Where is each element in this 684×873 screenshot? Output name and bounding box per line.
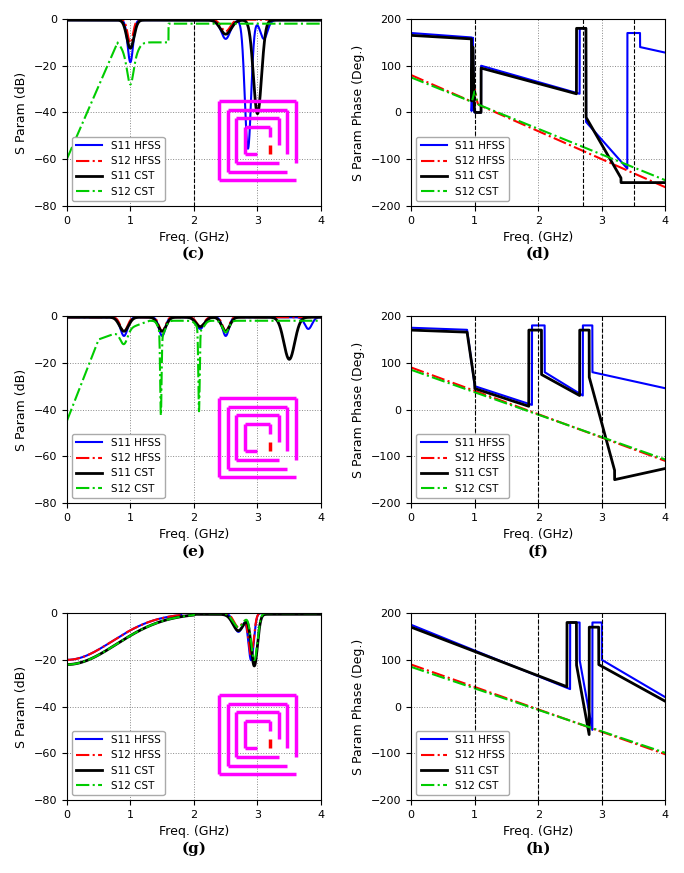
Legend: S11 HFSS, S12 HFSS, S11 CST, S12 CST: S11 HFSS, S12 HFSS, S11 CST, S12 CST	[417, 137, 509, 201]
X-axis label: Freq. (GHz): Freq. (GHz)	[503, 528, 573, 541]
Legend: S11 HFSS, S12 HFSS, S11 CST, S12 CST: S11 HFSS, S12 HFSS, S11 CST, S12 CST	[72, 434, 165, 498]
X-axis label: Freq. (GHz): Freq. (GHz)	[159, 825, 229, 838]
Legend: S11 HFSS, S12 HFSS, S11 CST, S12 CST: S11 HFSS, S12 HFSS, S11 CST, S12 CST	[72, 137, 165, 201]
Y-axis label: S Param (dB): S Param (dB)	[15, 665, 28, 747]
Y-axis label: S Param Phase (Deg.): S Param Phase (Deg.)	[352, 638, 365, 774]
Y-axis label: S Param Phase (Deg.): S Param Phase (Deg.)	[352, 341, 365, 478]
Legend: S11 HFSS, S12 HFSS, S11 CST, S12 CST: S11 HFSS, S12 HFSS, S11 CST, S12 CST	[417, 434, 509, 498]
Text: (e): (e)	[182, 544, 206, 558]
X-axis label: Freq. (GHz): Freq. (GHz)	[159, 528, 229, 541]
Text: (d): (d)	[526, 247, 551, 261]
Text: (c): (c)	[182, 247, 206, 261]
Legend: S11 HFSS, S12 HFSS, S11 CST, S12 CST: S11 HFSS, S12 HFSS, S11 CST, S12 CST	[72, 731, 165, 795]
X-axis label: Freq. (GHz): Freq. (GHz)	[503, 825, 573, 838]
Text: (h): (h)	[525, 842, 551, 856]
Text: (g): (g)	[181, 842, 207, 856]
Y-axis label: S Param (dB): S Param (dB)	[15, 368, 28, 450]
Legend: S11 HFSS, S12 HFSS, S11 CST, S12 CST: S11 HFSS, S12 HFSS, S11 CST, S12 CST	[417, 731, 509, 795]
Text: (f): (f)	[528, 544, 549, 558]
X-axis label: Freq. (GHz): Freq. (GHz)	[159, 231, 229, 244]
Y-axis label: S Param (dB): S Param (dB)	[15, 72, 28, 154]
Y-axis label: S Param Phase (Deg.): S Param Phase (Deg.)	[352, 45, 365, 181]
X-axis label: Freq. (GHz): Freq. (GHz)	[503, 231, 573, 244]
